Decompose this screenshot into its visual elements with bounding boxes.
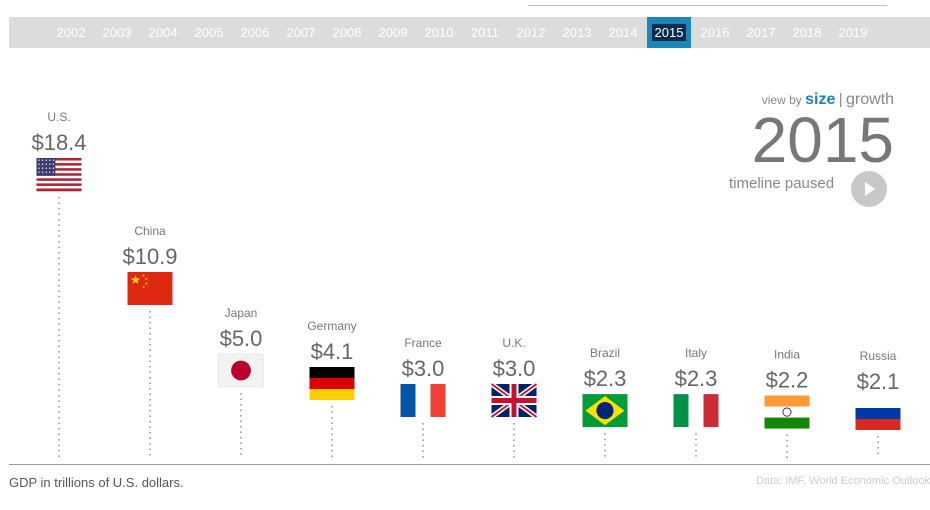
year-2007[interactable]: 2007	[279, 17, 323, 48]
us-flag-icon	[36, 158, 82, 192]
country-label: Brazil	[590, 346, 620, 360]
value-label: $2.3	[675, 366, 718, 391]
year-2010[interactable]: 2010	[417, 17, 461, 48]
year-label: 2019	[838, 25, 868, 40]
country-bar[interactable]: $3.0 France	[400, 336, 446, 458]
value-label: $5.0	[220, 326, 263, 351]
year-label: 2004	[148, 25, 178, 40]
country-bar[interactable]: $3.0 U.K.	[490, 336, 538, 458]
year-2014[interactable]: 2014	[601, 17, 645, 48]
country-label: Germany	[307, 319, 356, 333]
country-bar[interactable]: $2.3 Brazil	[582, 346, 628, 458]
value-label: $2.1	[857, 369, 900, 394]
year-label: 2009	[378, 25, 408, 40]
country-bar[interactable]: $2.1 Russia	[855, 349, 901, 458]
year-timeline: 2002 2003 2004 2005 2006 2007 2008 2009 2010 2011…	[9, 17, 930, 48]
country-bar[interactable]: $2.2 India	[764, 348, 810, 458]
view-growth-link[interactable]: growth	[845, 91, 894, 108]
country-label: India	[774, 348, 800, 362]
year-2017[interactable]: 2017	[739, 17, 783, 48]
india-flag-icon	[764, 395, 810, 429]
year-label: 2005	[194, 25, 224, 40]
country-bar[interactable]: $2.3 Italy	[673, 346, 719, 458]
country-bar[interactable]: $18.4 U.S.	[31, 110, 87, 458]
play-icon	[865, 182, 875, 196]
view-separator: |	[838, 91, 843, 108]
year-2016[interactable]: 2016	[693, 17, 737, 48]
chart-baseline	[9, 464, 930, 465]
country-label: Japan	[225, 306, 258, 320]
china-flag-icon	[127, 272, 173, 305]
brazil-flag-icon	[582, 394, 628, 428]
year-label: 2014	[608, 25, 638, 40]
country-label: China	[134, 224, 166, 238]
year-2013[interactable]: 2013	[555, 17, 599, 48]
year-2006[interactable]: 2006	[233, 17, 277, 48]
country-bar[interactable]: $10.9 China	[122, 224, 178, 458]
year-2015[interactable]: 2015	[647, 17, 691, 48]
year-label: 2016	[700, 25, 730, 40]
year-label: 2013	[562, 25, 592, 40]
country-bar[interactable]: $5.0 Japan	[218, 306, 264, 458]
year-2019[interactable]: 2019	[831, 17, 875, 48]
germany-flag-icon	[309, 367, 355, 400]
year-2009[interactable]: 2009	[371, 17, 415, 48]
year-label: 2010	[424, 25, 454, 40]
play-button[interactable]	[851, 171, 887, 207]
year-2012[interactable]: 2012	[509, 17, 553, 48]
italy-flag-icon	[673, 394, 719, 428]
year-label: 2007	[286, 25, 316, 40]
russia-flag-icon	[855, 397, 901, 430]
view-by-label: view by	[761, 93, 802, 107]
value-label: $2.2	[766, 368, 809, 393]
value-label: $2.3	[584, 366, 627, 391]
value-label: $4.1	[311, 339, 354, 364]
france-flag-icon	[400, 384, 446, 417]
japan-flag-icon	[218, 353, 264, 388]
year-label: 2012	[516, 25, 546, 40]
value-label: $3.0	[402, 356, 445, 381]
year-2018[interactable]: 2018	[785, 17, 829, 48]
year-label: 2008	[332, 25, 362, 40]
year-2005[interactable]: 2005	[187, 17, 231, 48]
country-label: Russia	[860, 349, 897, 363]
value-label: $3.0	[493, 356, 536, 381]
year-2008[interactable]: 2008	[325, 17, 369, 48]
year-2002[interactable]: 2002	[49, 17, 93, 48]
year-label: 2003	[102, 25, 132, 40]
current-year-display: 2015	[751, 104, 894, 176]
year-label: 2018	[792, 25, 822, 40]
top-divider	[528, 5, 887, 6]
year-label: 2006	[240, 25, 270, 40]
footnote: GDP in trillions of U.S. dollars.	[9, 475, 184, 490]
value-label: $18.4	[31, 130, 86, 155]
country-label: Italy	[685, 346, 707, 360]
data-source: Data: IMF, World Economic Outlook	[755, 475, 930, 487]
country-label: U.S.	[47, 110, 70, 124]
year-label: 2011	[471, 25, 499, 40]
country-bar[interactable]: $4.1 Germany	[307, 319, 357, 458]
view-toggle: view by size | growth	[762, 91, 894, 109]
country-label: U.K.	[502, 336, 525, 350]
country-label: France	[404, 336, 442, 350]
year-2003[interactable]: 2003	[95, 17, 139, 48]
year-2004[interactable]: 2004	[141, 17, 185, 48]
year-label: 2002	[56, 25, 86, 40]
view-size-link[interactable]: size	[805, 91, 836, 108]
year-label: 2015	[651, 24, 687, 41]
uk-flag-icon	[490, 381, 538, 420]
year-2011[interactable]: 2011	[463, 17, 507, 48]
value-label: $10.9	[122, 244, 177, 269]
year-label: 2017	[746, 25, 776, 40]
timeline-status: timeline paused	[729, 175, 835, 192]
